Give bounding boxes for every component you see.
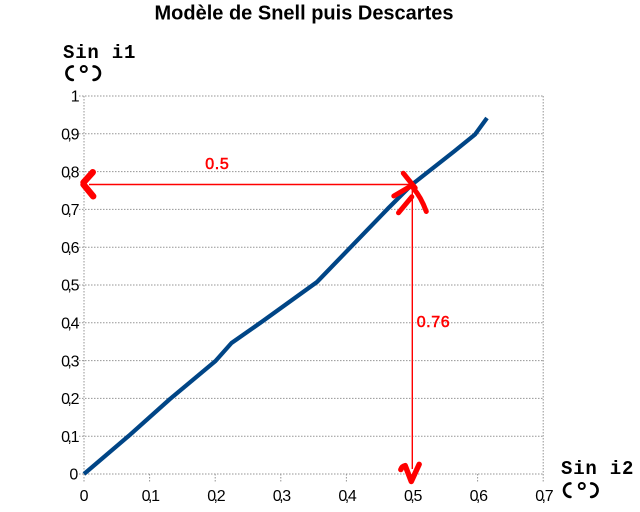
svg-text:0: 0	[80, 488, 89, 505]
svg-text:0: 0	[69, 467, 78, 484]
svg-text:0.76: 0.76	[417, 314, 451, 331]
svg-text:0,7: 0,7	[535, 488, 554, 505]
svg-text:Modèle de Snell puis Descartes: Modèle de Snell puis Descartes	[155, 3, 454, 25]
svg-text:0,5: 0,5	[61, 278, 80, 295]
svg-text:0,5: 0,5	[404, 488, 423, 505]
svg-text:0,7: 0,7	[61, 202, 80, 219]
svg-text:1: 1	[71, 89, 80, 106]
svg-text:0,8: 0,8	[61, 164, 80, 181]
svg-text:0,6: 0,6	[61, 240, 80, 257]
svg-text:0,2: 0,2	[61, 391, 80, 408]
svg-text:0.5: 0.5	[205, 156, 229, 173]
svg-text:0,2: 0,2	[207, 488, 226, 505]
svg-text:0,9: 0,9	[61, 127, 80, 144]
svg-text:0,4: 0,4	[338, 488, 357, 505]
svg-text:Sin i1: Sin i1	[63, 42, 136, 64]
svg-text:0,3: 0,3	[273, 488, 292, 505]
svg-text:0,1: 0,1	[61, 429, 80, 446]
svg-text:Sin i2: Sin i2	[561, 458, 634, 480]
svg-text:0,3: 0,3	[61, 353, 80, 370]
svg-text:0,1: 0,1	[142, 488, 161, 505]
svg-text:0,6: 0,6	[470, 488, 489, 505]
svg-text:0,4: 0,4	[61, 316, 80, 333]
